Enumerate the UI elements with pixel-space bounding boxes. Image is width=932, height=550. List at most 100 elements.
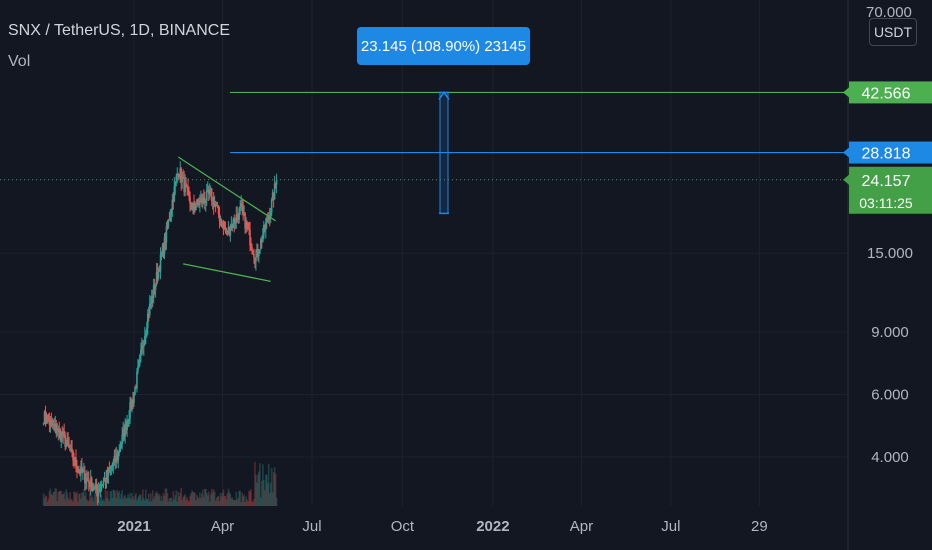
- volume-bar-133: [173, 499, 176, 506]
- candle-body-206: [245, 221, 247, 229]
- candle-body-204: [243, 212, 245, 214]
- volume-bar-203: [242, 496, 244, 506]
- volume-bar-79: [120, 493, 123, 506]
- volume-bar-131: [171, 501, 174, 506]
- volume-bar-51: [92, 501, 95, 506]
- volume-bar-99: [140, 495, 142, 506]
- volume-bar-77: [118, 490, 121, 506]
- candle-body-231: [269, 212, 272, 219]
- volume-bar-228: [266, 482, 269, 506]
- candle-body-126: [166, 226, 169, 228]
- volume-bar-9: [51, 495, 54, 506]
- volume-bar-157: [197, 496, 199, 506]
- candle-body-235: [273, 183, 276, 200]
- volume-bar-173: [212, 489, 215, 506]
- candle-body-116: [156, 271, 159, 279]
- candle-body-45: [86, 478, 89, 481]
- candle-body-152: [192, 202, 194, 206]
- y-tick-label-top: 70.000: [866, 4, 912, 21]
- candle-body-209: [248, 228, 250, 230]
- x-tick-label-5: Apr: [570, 518, 593, 535]
- candle-body-39: [81, 466, 83, 473]
- candle-body-18: [60, 431, 63, 440]
- candle-body-50: [91, 487, 94, 491]
- volume-bar-155: [195, 500, 197, 506]
- volume-bar-177: [216, 496, 219, 506]
- volume-bar-235: [273, 467, 276, 506]
- volume-bar-26: [68, 500, 70, 506]
- currency-button[interactable]: USDT: [869, 18, 917, 46]
- candle-body-2: [44, 411, 47, 422]
- volume-bar-102: [143, 497, 145, 506]
- volume-bar-120: [160, 496, 163, 506]
- volume-bar-162: [202, 489, 204, 506]
- candle-body-161: [201, 198, 203, 204]
- x-tick-label-3: Oct: [391, 518, 415, 535]
- candle-body-174: [213, 204, 216, 207]
- candle-body-221: [260, 239, 262, 250]
- volume-bar-24: [66, 492, 68, 506]
- candle-body-193: [232, 219, 235, 229]
- candle-body-52: [93, 485, 96, 490]
- entry-price-label-pointer: [843, 147, 849, 158]
- volume-bar-68: [109, 491, 112, 506]
- candle-body-144: [184, 183, 186, 193]
- volume-bar-11: [53, 491, 56, 506]
- volume-bar-40: [82, 492, 84, 506]
- candle-body-31: [73, 460, 75, 463]
- volume-bar-237: [275, 497, 278, 506]
- volume-bar-204: [243, 494, 245, 506]
- candle-body-148: [188, 191, 190, 197]
- candle-body-1: [43, 411, 46, 424]
- candle-body-48: [89, 477, 92, 487]
- volume-bar-137: [177, 491, 180, 506]
- candle-body-91: [132, 400, 134, 404]
- volume-bar-8: [50, 493, 53, 506]
- volume-bar-187: [226, 493, 229, 506]
- candle-body-65: [106, 470, 109, 475]
- candle-body-140: [180, 168, 182, 183]
- volume-bar-118: [158, 494, 161, 506]
- volume-bar-61: [102, 499, 105, 506]
- volume-bar-124: [164, 488, 167, 506]
- volume-bar-141: [181, 499, 183, 506]
- measure-arrow: [438, 91, 450, 100]
- candle-body-121: [161, 245, 164, 255]
- candle-body-183: [222, 221, 225, 227]
- candle-body-32: [74, 458, 76, 463]
- candle-body-57: [98, 490, 101, 492]
- volume-bar-119: [159, 500, 162, 506]
- candle-body-47: [88, 482, 91, 487]
- volume-bar-179: [218, 501, 221, 506]
- volume-bar-130: [170, 497, 173, 506]
- volume-bar-44: [86, 499, 88, 506]
- candle-body-168: [207, 189, 210, 194]
- volume-bar-210: [249, 491, 251, 506]
- volume-bar-85: [126, 497, 128, 506]
- volume-bar-60: [101, 500, 104, 506]
- candle-body-115: [155, 271, 158, 284]
- y-tick-label-3: 15.000: [867, 245, 913, 262]
- volume-bar-10: [52, 491, 55, 506]
- candle-body-173: [212, 197, 215, 207]
- candle-body-132: [172, 199, 175, 202]
- volume-bar-215: [254, 461, 256, 506]
- candle-body-54: [95, 483, 98, 491]
- volume-bar-234: [272, 472, 275, 506]
- candle-body-102: [143, 345, 145, 347]
- candle-body-0: [42, 423, 45, 425]
- volume-bar-54: [95, 496, 98, 506]
- volume-bar-2: [44, 495, 47, 506]
- candle-body-192: [231, 224, 234, 229]
- volume-bar-96: [137, 497, 139, 506]
- candle-body-60: [101, 485, 104, 487]
- volume-bar-220: [259, 463, 261, 506]
- volume-bar-150: [190, 493, 192, 506]
- volume-bar-112: [152, 498, 155, 506]
- candle-body-119: [159, 254, 162, 272]
- volume-bar-138: [178, 496, 181, 506]
- volume-bar-223: [262, 464, 264, 506]
- candle-body-201: [240, 203, 242, 207]
- candle-body-210: [249, 229, 251, 246]
